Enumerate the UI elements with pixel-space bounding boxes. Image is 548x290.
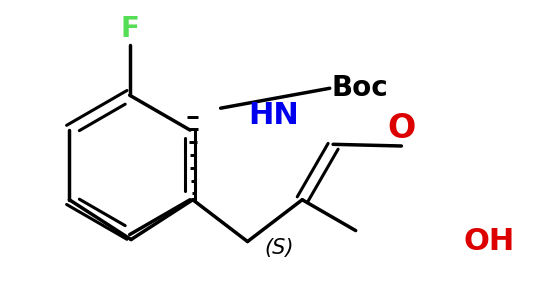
- Text: Boc: Boc: [332, 74, 389, 102]
- Text: F: F: [120, 14, 139, 43]
- Text: O: O: [387, 112, 415, 145]
- Text: (S): (S): [264, 238, 294, 258]
- Text: HN: HN: [249, 101, 299, 130]
- Text: OH: OH: [463, 227, 515, 256]
